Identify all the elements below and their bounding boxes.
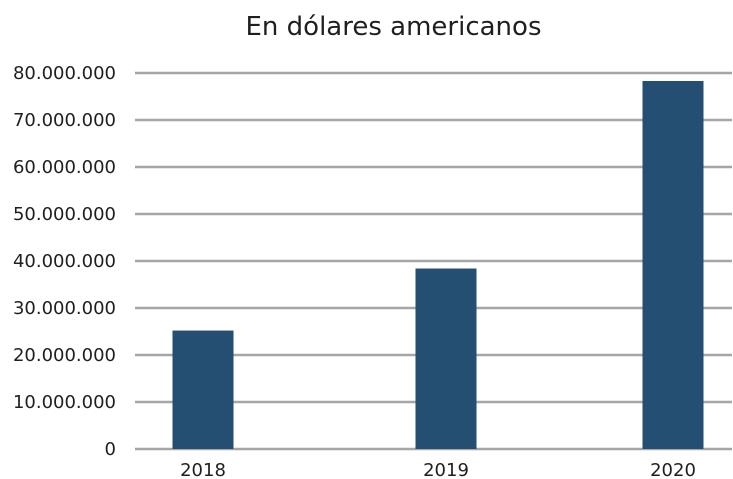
bar-2020 xyxy=(642,80,704,450)
y-tick-label: 80.000.000 xyxy=(13,63,116,84)
y-tick-label: 10.000.000 xyxy=(13,392,116,413)
y-tick-label: 0 xyxy=(105,439,116,460)
y-tick-label: 30.000.000 xyxy=(13,298,116,319)
x-tick-label: 2020 xyxy=(650,460,696,479)
y-tick-label: 60.000.000 xyxy=(13,157,116,178)
y-tick-label: 70.000.000 xyxy=(13,110,116,131)
x-tick-label: 2019 xyxy=(423,460,469,479)
y-tick-label: 20.000.000 xyxy=(13,345,116,366)
y-tick-label: 40.000.000 xyxy=(13,251,116,272)
bar-2018 xyxy=(172,330,234,449)
chart-title: En dólares americanos xyxy=(245,12,542,42)
y-tick-label: 50.000.000 xyxy=(13,204,116,225)
bar-2019 xyxy=(415,268,477,449)
x-tick-label: 2018 xyxy=(180,460,226,479)
